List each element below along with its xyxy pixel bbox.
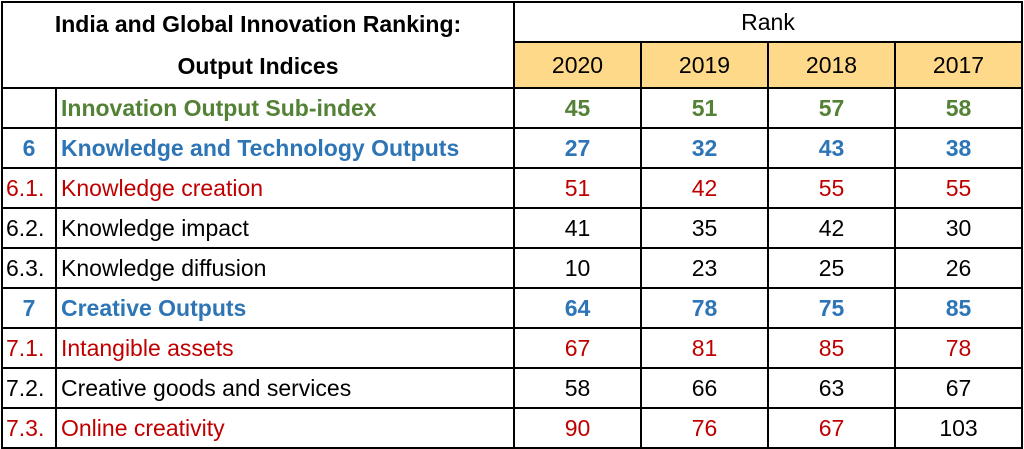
rank-value-2020: 41 <box>513 207 642 249</box>
rank-value-2020: 58 <box>513 367 642 409</box>
rank-value-2018: 85 <box>767 327 896 369</box>
row-code: 7.1. <box>1 327 57 369</box>
rank-value-2019: 76 <box>640 407 769 449</box>
row-label: Intangible assets <box>55 327 515 369</box>
rank-value-2019: 81 <box>640 327 769 369</box>
row-label: Creative goods and services <box>55 367 515 409</box>
rank-value-2017: 30 <box>893 207 1024 249</box>
table-row: 7 Creative Outputs 64 78 75 85 <box>1 287 1024 329</box>
table-title-line1: India and Global Innovation Ranking: <box>54 11 462 37</box>
table-row: 7.3. Online creativity 90 76 67 103 <box>1 407 1024 449</box>
rank-value-2018: 63 <box>767 367 896 409</box>
row-label: Innovation Output Sub-index <box>55 87 515 129</box>
row-label: Knowledge diffusion <box>55 247 515 289</box>
row-code: 6 <box>1 127 57 169</box>
rank-value-2019: 42 <box>640 167 769 209</box>
rank-value-2020: 45 <box>513 87 642 129</box>
row-label: Knowledge creation <box>55 167 515 209</box>
table-row: 6.1. Knowledge creation 51 42 55 55 <box>1 167 1024 209</box>
rank-value-2019: 35 <box>640 207 769 249</box>
rank-value-2018: 57 <box>767 87 896 129</box>
rank-header: Rank <box>512 1 1024 43</box>
rank-value-2017: 78 <box>893 327 1024 369</box>
rank-value-2018: 42 <box>767 207 896 249</box>
rank-value-2018: 43 <box>767 127 896 169</box>
table-row: 6.3. Knowledge diffusion 10 23 25 26 <box>1 247 1024 289</box>
rank-value-2018: 67 <box>767 407 896 449</box>
row-code: 7.3. <box>1 407 57 449</box>
year-header-2018: 2018 <box>767 41 896 89</box>
rank-value-2020: 64 <box>513 287 642 329</box>
rank-value-2018: 75 <box>767 287 896 329</box>
table-title: India and Global Innovation Ranking: Out… <box>1 1 515 89</box>
row-code: 7 <box>1 287 57 329</box>
rank-value-2019: 66 <box>640 367 769 409</box>
table-row: 6 Knowledge and Technology Outputs 27 32 43 3… <box>1 127 1024 169</box>
table-title-line2: Output Indices <box>177 53 339 79</box>
row-code: 6.1. <box>1 167 57 209</box>
row-label: Knowledge impact <box>55 207 515 249</box>
table-body: Innovation Output Sub-index 45 51 57 58 6 Know… <box>1 87 1024 449</box>
rank-value-2017: 38 <box>893 127 1024 169</box>
rank-value-2020: 51 <box>513 167 642 209</box>
rank-value-2019: 78 <box>640 287 769 329</box>
row-code: 6.3. <box>1 247 57 289</box>
row-code <box>1 87 57 129</box>
rank-value-2020: 27 <box>513 127 642 169</box>
row-label: Online creativity <box>55 407 515 449</box>
rank-value-2018: 25 <box>767 247 896 289</box>
rank-value-2019: 23 <box>640 247 769 289</box>
rank-value-2018: 55 <box>767 167 896 209</box>
rank-value-2020: 90 <box>513 407 642 449</box>
rank-value-2017: 58 <box>893 87 1024 129</box>
row-label: Creative Outputs <box>55 287 515 329</box>
row-label: Knowledge and Technology Outputs <box>55 127 515 169</box>
table-row: 7.1. Intangible assets 67 81 85 78 <box>1 327 1024 369</box>
rank-value-2017: 67 <box>893 367 1024 409</box>
year-header-2020: 2020 <box>513 41 642 89</box>
rank-value-2017: 85 <box>893 287 1024 329</box>
table-row: 7.2. Creative goods and services 58 66 63 67 <box>1 367 1024 409</box>
rank-value-2020: 67 <box>513 327 642 369</box>
row-code: 7.2. <box>1 367 57 409</box>
year-header-2019: 2019 <box>640 41 769 89</box>
rank-value-2017: 103 <box>893 407 1024 449</box>
rank-value-2019: 32 <box>640 127 769 169</box>
rank-value-2017: 26 <box>893 247 1024 289</box>
table-row: 6.2. Knowledge impact 41 35 42 30 <box>1 207 1024 249</box>
row-code: 6.2. <box>1 207 57 249</box>
table-row: Innovation Output Sub-index 45 51 57 58 <box>1 87 1024 129</box>
year-header-2017: 2017 <box>893 41 1024 89</box>
rank-value-2017: 55 <box>893 167 1024 209</box>
rank-value-2019: 51 <box>640 87 769 129</box>
rank-value-2020: 10 <box>513 247 642 289</box>
